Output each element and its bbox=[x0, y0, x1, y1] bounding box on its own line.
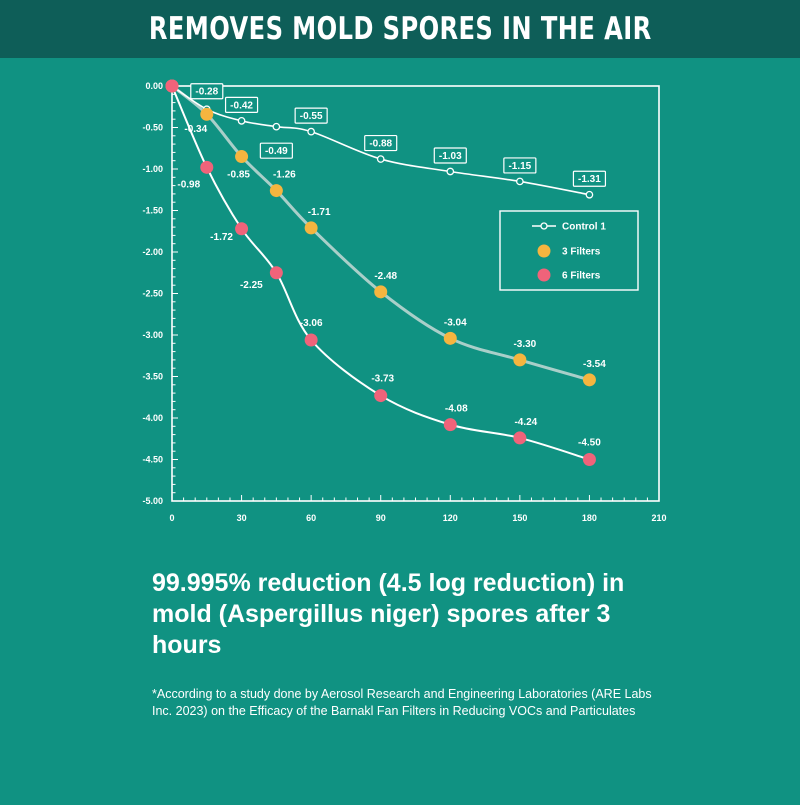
data-label-box bbox=[224, 96, 259, 113]
data-point bbox=[304, 333, 318, 347]
data-label: -1.72 bbox=[210, 232, 233, 243]
data-point bbox=[269, 266, 283, 280]
y-tick-label: -2.00 bbox=[142, 247, 163, 257]
data-label: -0.28 bbox=[195, 87, 218, 98]
data-point bbox=[374, 389, 388, 403]
footnote-text: *According to a study done by Aerosol Re… bbox=[152, 687, 652, 718]
line-chart: 0 30 60 90 120 150 180 210 0.00 -0.50 -1.00 -1.50 -2… bbox=[142, 79, 667, 523]
data-label: -0.34 bbox=[184, 124, 207, 135]
data-point bbox=[200, 107, 214, 121]
y-tick-label: -4.00 bbox=[142, 413, 163, 423]
data-point bbox=[272, 122, 281, 131]
legend-swatch-marker bbox=[540, 222, 548, 230]
data-label-box bbox=[503, 157, 537, 174]
data-label: -0.42 bbox=[230, 100, 253, 111]
data-point bbox=[376, 155, 385, 163]
data-label: -0.98 bbox=[177, 179, 200, 190]
data-label: -1.71 bbox=[308, 207, 331, 218]
data-point bbox=[237, 117, 246, 125]
y-tick-label: -3.50 bbox=[142, 372, 163, 382]
data-label: -3.54 bbox=[583, 359, 606, 370]
legend-label: 3 Filters bbox=[562, 247, 601, 258]
data-label: -4.50 bbox=[578, 438, 601, 449]
data-label-box bbox=[364, 134, 398, 152]
x-tick-label: 90 bbox=[376, 513, 386, 523]
data-label: -4.24 bbox=[514, 417, 537, 428]
data-label: -3.30 bbox=[513, 339, 536, 350]
data-point bbox=[516, 177, 524, 186]
data-label-box bbox=[433, 147, 467, 164]
data-label: -1.15 bbox=[508, 161, 531, 172]
data-point bbox=[443, 331, 457, 345]
y-tick-label: 0.00 bbox=[145, 81, 163, 91]
legend-swatch-marker bbox=[537, 244, 551, 258]
y-tick-label: -0.50 bbox=[142, 123, 163, 133]
data-point bbox=[235, 222, 249, 236]
data-label: -3.04 bbox=[444, 317, 467, 328]
data-point bbox=[513, 431, 527, 445]
data-label: -3.73 bbox=[371, 374, 394, 385]
y-tick-label: -3.00 bbox=[142, 330, 163, 340]
x-tick-label: 210 bbox=[651, 513, 666, 523]
data-label-box bbox=[294, 107, 328, 124]
data-label: -4.08 bbox=[445, 404, 468, 415]
page-title: REMOVES MOLD SPORES IN THE AIR bbox=[148, 11, 652, 47]
legend-label: Control 1 bbox=[562, 222, 606, 233]
legend-box bbox=[499, 210, 639, 291]
x-tick-label: 30 bbox=[237, 513, 247, 523]
headline-text: 99.995% reduction (4.5 log reduction) in… bbox=[152, 569, 625, 659]
x-tick-label: 0 bbox=[169, 513, 174, 523]
data-label: -1.03 bbox=[439, 151, 462, 162]
data-point bbox=[513, 353, 527, 367]
data-label-box bbox=[572, 170, 607, 187]
y-tick-label: -2.50 bbox=[142, 289, 163, 299]
data-point bbox=[585, 190, 594, 199]
data-label: -2.25 bbox=[240, 280, 263, 291]
data-point bbox=[374, 285, 388, 299]
data-point bbox=[304, 221, 318, 235]
x-tick-label: 60 bbox=[306, 513, 316, 523]
x-tick-label: 150 bbox=[512, 513, 527, 523]
data-label: -0.88 bbox=[369, 139, 392, 150]
data-point bbox=[235, 150, 249, 164]
data-label-box bbox=[190, 83, 224, 100]
data-point bbox=[443, 418, 457, 432]
data-label: -3.06 bbox=[300, 318, 323, 329]
y-tick-label: -1.50 bbox=[142, 206, 163, 216]
data-label: -1.26 bbox=[273, 170, 296, 181]
y-tick-label: -4.50 bbox=[142, 455, 163, 465]
data-point bbox=[307, 127, 315, 136]
data-point bbox=[582, 453, 596, 466]
series-line-control-1 bbox=[171, 85, 590, 196]
data-label: -0.85 bbox=[227, 170, 250, 181]
legend-swatch-marker bbox=[537, 268, 551, 282]
y-tick-label: -1.00 bbox=[142, 164, 163, 174]
data-label: -0.49 bbox=[265, 146, 288, 157]
data-point bbox=[582, 373, 596, 387]
data-label: -0.55 bbox=[300, 111, 323, 122]
x-tick-label: 180 bbox=[582, 513, 597, 523]
title-banner: REMOVES MOLD SPORES IN THE AIR bbox=[0, 0, 800, 58]
legend-label: 6 Filters bbox=[562, 271, 601, 282]
series-line-3-filters bbox=[171, 84, 590, 382]
data-label-box bbox=[259, 142, 293, 159]
data-point bbox=[446, 167, 455, 176]
data-point bbox=[269, 184, 283, 198]
data-point bbox=[165, 79, 179, 93]
x-tick-label: 120 bbox=[443, 513, 458, 523]
data-label: -2.48 bbox=[374, 271, 397, 282]
data-label: -1.31 bbox=[578, 174, 601, 185]
data-point bbox=[200, 160, 214, 174]
y-tick-label: -5.00 bbox=[142, 496, 163, 506]
